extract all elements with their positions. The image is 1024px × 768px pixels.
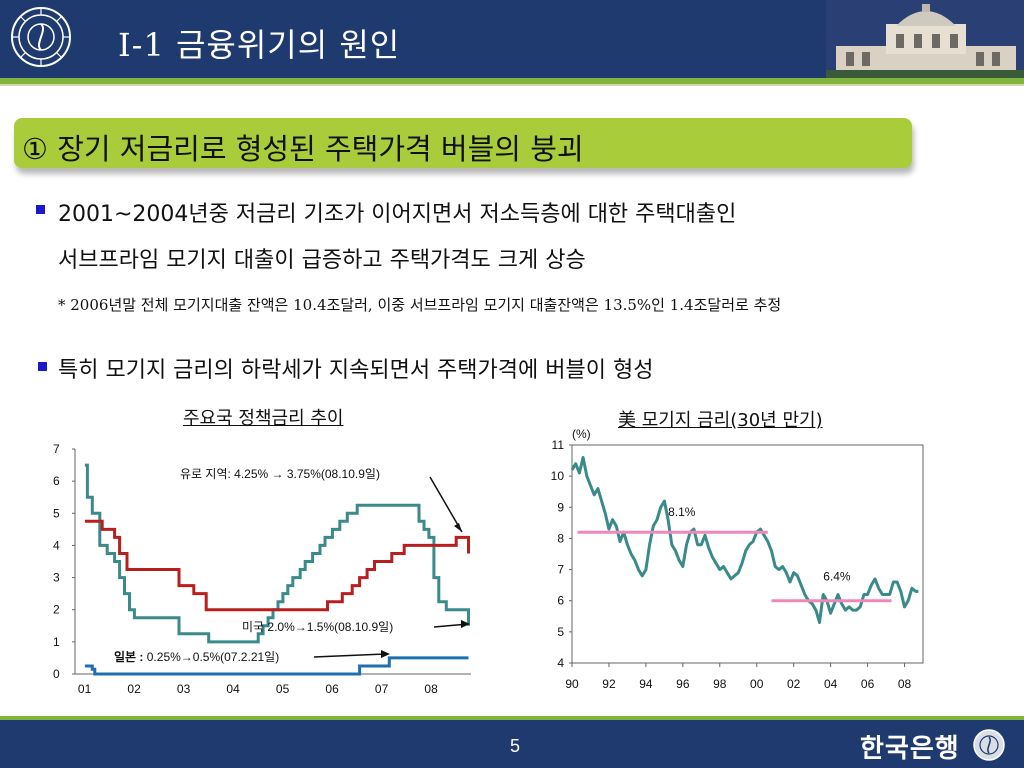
series-line-japan [84,656,469,676]
arrow-euro [429,476,463,533]
x-tick-label: 08 [424,682,438,696]
arrowhead-japan [381,650,390,658]
x-tick-label: 04 [824,677,838,691]
annotation-japan: 일본 : 0.25%→0.5%(07.2.21일) [114,650,279,664]
bank-name-logo: 한국은행 [860,734,960,764]
y-tick-label: 1 [53,635,60,649]
annotation-us: 미국 2.0%→1.5%(08.10.9일) [242,620,393,634]
y-tick-label: 0 [53,667,60,681]
y-tick-label: 3 [53,571,60,585]
arrow-japan [313,653,387,658]
y-tick-label: 8 [557,531,564,545]
y-tick-label: 7 [53,442,60,456]
y-tick-label: 6 [53,474,60,488]
x-tick-label: 02 [787,677,801,691]
arrowhead-us [461,620,470,628]
annotation-euro: 유로 지역: 4.25% → 3.75%(08.10.9일) [180,467,380,481]
bank-seal-logo [11,7,71,67]
footer-accent-line [0,716,1024,722]
y-tick-label: 11 [552,438,565,452]
x-tick-label: 07 [375,682,389,696]
chart-title-mortgage-rates: 美 모기지 금리(30년 만기) [618,410,823,431]
y-tick-label: 4 [557,656,564,670]
bullet-marker [38,362,47,371]
mortgage-rate-chart: (%) 4 5 6 7 8 9 10 11 90 92 94 96 98 00 02 04 06 08 8.1% 6… [551,428,924,691]
x-tick-label: 90 [565,677,579,691]
x-tick-label: 03 [177,682,191,696]
x-tick-label: 04 [226,682,240,696]
x-tick-label: 06 [325,682,339,696]
annotation-japan-label: 일본 : [114,650,143,664]
y-tick-label: 4 [53,538,60,552]
average-label-1: 8.1% [668,505,696,519]
y-tick-label: 10 [551,469,565,483]
unit-label: (%) [572,428,591,441]
page-title: I-1 금융위기의 원인 [118,26,401,64]
y-tick-label: 5 [53,506,60,520]
x-tick-label: 00 [750,677,764,691]
x-tick-label: 06 [861,677,875,691]
x-tick-label: 01 [78,682,92,696]
section-heading: ① 장기 저금리로 형성된 주택가격 버블의 붕괴 [14,118,912,168]
y-tick-label: 5 [557,625,564,639]
annotation-japan-text: 0.25%→0.5%(07.2.21일) [143,650,279,664]
series-line-us [84,463,470,644]
chart-title-policy-rates: 주요국 정책금리 추이 [183,408,344,429]
header-accent-line-light [0,84,1024,86]
y-tick-label: 7 [557,563,564,577]
bullet-2-line1: 특히 모기지 금리의 하락세가 지속되면서 주택가격에 버블이 형성 [58,358,654,383]
x-tick-label: 94 [639,677,653,691]
x-tick-label: 98 [713,677,727,691]
bullet-1-line2: 서브프라임 모기지 대출이 급증하고 주택가격도 크게 상승 [58,248,586,273]
bank-seal-icon [973,729,1005,761]
bullet-marker [36,205,45,214]
average-label-2: 6.4% [823,570,851,584]
footnote: * 2006년말 전체 모기지대출 잔액은 10.4조달러, 이중 서브프라임 … [58,296,782,314]
series-line-mortgage [570,456,919,624]
x-tick-label: 96 [676,677,690,691]
x-tick-label: 08 [898,677,912,691]
x-tick-label: 92 [602,677,616,691]
plot-frame [571,444,924,664]
x-tick-label: 05 [276,682,290,696]
bullet-1-line1: 2001~2004년중 저금리 기조가 이어지면서 저소득층에 대한 주택대출인 [58,202,737,227]
bank-building-photo [826,0,1024,80]
section-heading-text: ① 장기 저금리로 형성된 주택가격 버블의 붕괴 [22,132,584,166]
page-number: 5 [509,736,520,756]
series-line-euro [84,519,470,612]
header-accent-line [0,78,1024,84]
y-tick-label: 6 [557,594,564,608]
footer-bar [0,720,1024,768]
x-tick-label: 02 [127,682,141,696]
y-tick-label: 2 [53,603,60,617]
y-tick-label: 9 [557,500,564,514]
arrowhead-euro [454,523,462,532]
